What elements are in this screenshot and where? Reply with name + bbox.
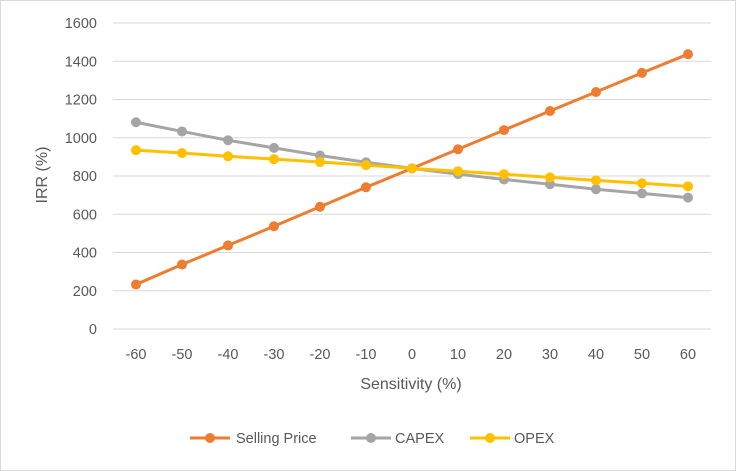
y-tick-label: 1200: [65, 93, 97, 109]
data-point: [177, 126, 187, 137]
data-point: [499, 169, 509, 180]
data-point: [683, 181, 693, 192]
data-point: [223, 135, 233, 146]
data-point: [131, 117, 141, 128]
x-tick-label: 10: [450, 347, 466, 363]
data-point: [269, 154, 279, 165]
legend-item-capex: CAPEX: [351, 431, 444, 447]
legend-item-selling-price: Selling Price: [190, 431, 317, 447]
legend: Selling Price CAPEX OPEX: [190, 431, 555, 447]
data-point: [315, 157, 325, 168]
data-point: [177, 259, 187, 270]
data-point: [545, 105, 555, 116]
y-tick-labels: 0 200 400 600 800 1000 1200 1400 1600: [65, 16, 97, 338]
y-tick-label: 200: [73, 284, 97, 300]
y-tick-label: 1400: [65, 54, 97, 70]
y-tick-label: 1600: [65, 16, 97, 32]
legend-label: Selling Price: [236, 431, 317, 447]
data-point: [683, 192, 693, 203]
data-point: [453, 166, 463, 177]
data-point: [361, 182, 371, 193]
y-axis-title: IRR (%): [34, 147, 51, 204]
data-point: [545, 179, 555, 190]
legend-swatch-marker: [205, 433, 215, 443]
data-point: [177, 148, 187, 159]
x-tick-label: -50: [172, 347, 193, 363]
data-point: [545, 172, 555, 183]
series-opex: [131, 145, 693, 192]
x-tick-label: 60: [680, 347, 696, 363]
y-tick-label: 1000: [65, 131, 97, 147]
data-point: [637, 67, 647, 78]
data-point: [131, 279, 141, 290]
legend-label: OPEX: [514, 431, 555, 447]
data-point: [637, 188, 647, 199]
legend-swatch-marker: [366, 433, 376, 443]
data-point: [407, 163, 417, 174]
series-capex: [131, 117, 693, 203]
data-point: [269, 221, 279, 232]
y-tick-label: 0: [89, 322, 97, 338]
data-point: [269, 142, 279, 153]
x-tick-label: -30: [264, 347, 285, 363]
x-tick-label: 30: [542, 347, 558, 363]
x-tick-label: 20: [496, 347, 512, 363]
data-point: [591, 175, 601, 186]
x-tick-label: 50: [634, 347, 650, 363]
legend-label: CAPEX: [395, 431, 444, 447]
x-tick-label: 40: [588, 347, 604, 363]
data-point: [591, 87, 601, 98]
x-tick-label: -20: [310, 347, 331, 363]
data-point: [637, 178, 647, 189]
x-tick-label: -60: [126, 347, 147, 363]
data-point: [361, 160, 371, 171]
data-point: [591, 184, 601, 195]
data-point: [223, 240, 233, 251]
data-point: [453, 144, 463, 155]
x-tick-label: 0: [408, 347, 416, 363]
data-point: [315, 201, 325, 212]
data-point: [683, 49, 693, 60]
y-tick-label: 800: [73, 169, 97, 185]
gridlines: [113, 22, 711, 330]
legend-swatch-marker: [485, 433, 495, 443]
data-point: [131, 145, 141, 156]
legend-item-opex: OPEX: [470, 431, 555, 447]
series-group: [131, 49, 693, 290]
data-point: [499, 125, 509, 136]
x-tick-labels: -60 -50 -40 -30 -20 -10 0 10 20 30 40 50 60: [126, 347, 697, 363]
x-tick-label: -40: [218, 347, 239, 363]
y-tick-label: 400: [73, 246, 97, 262]
x-tick-label: -10: [356, 347, 377, 363]
y-tick-label: 600: [73, 207, 97, 223]
x-axis-title: Sensitivity (%): [360, 376, 461, 393]
series-line-capex: [135, 120, 689, 200]
data-point: [223, 151, 233, 162]
